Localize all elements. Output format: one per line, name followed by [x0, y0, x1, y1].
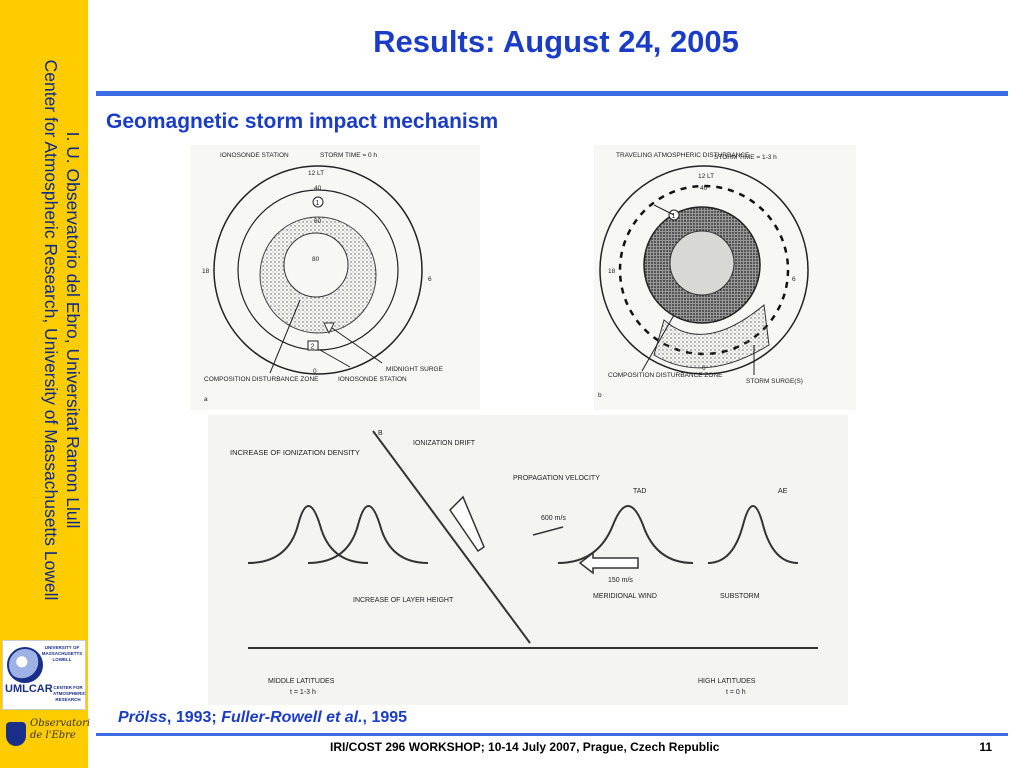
marker-1-label: 1	[672, 213, 676, 220]
increase-ionization-label: INCREASE OF IONIZATION DENSITY	[230, 448, 360, 457]
umlcar-logo-mark: UMLCAR	[5, 683, 53, 695]
storm-surge-zone	[653, 304, 770, 369]
footer-text: IRI/COST 296 WORKSHOP; 10-14 July 2007, …	[330, 740, 720, 754]
lat80-label: 80	[312, 256, 320, 263]
h6-label: 6	[792, 276, 796, 283]
ionosonde-station-2-label: IONOSONDE STATION	[338, 376, 407, 383]
composition-leader	[269, 299, 301, 374]
meridional-wind-label: MERIDIONAL WIND	[593, 593, 657, 600]
slide-subtitle: Geomagnetic storm impact mechanism	[106, 110, 499, 133]
high-time-label: t = 0 h	[726, 689, 746, 696]
drift-arrow	[449, 495, 485, 553]
figure-a: 1 2 IONOSONDE STATION STORM TIME = 0 h 1…	[190, 145, 480, 410]
observatori-logo-text: Observatori de l'Ebre	[30, 718, 91, 741]
panel-b-label: b	[598, 392, 602, 399]
midnight-surge-marker	[323, 322, 335, 335]
lat-40-ring	[599, 165, 809, 375]
ae-label: AE	[778, 488, 788, 495]
propagation-label: PROPAGATION VELOCITY	[513, 475, 600, 482]
substorm-label: SUBSTORM	[720, 593, 760, 600]
speed-150-label: 150 m/s	[608, 577, 633, 584]
umlcar-logo-sub: CENTER FOR ATMOSPHERIC RESEARCH	[53, 685, 86, 702]
figure-c: B IONIZATION DRIFT INCREASE OF IONIZATIO…	[208, 415, 848, 705]
figure-b: 1 TRAVELING ATMOSPHERIC DISTURBANCE STOR…	[594, 145, 856, 410]
speed-600-label: 600 m/s	[541, 515, 566, 522]
sidebar: I. U. Observatorio del Ebro, Universitat…	[0, 0, 90, 768]
ionosonde-station-label: IONOSONDE STATION	[220, 152, 289, 159]
middle-time-label: t = 1-3 h	[290, 689, 316, 696]
ae-curve	[707, 505, 799, 564]
globe-icon	[7, 647, 43, 683]
citation-year-2: , 1995	[362, 709, 408, 726]
h0-label: 0	[313, 368, 317, 375]
ionization-curve-2	[307, 505, 429, 564]
h18-label: 18	[202, 268, 210, 275]
shield-icon	[6, 722, 26, 746]
umlcar-logo-text: UNIVERSITY OF MASSACHUSETTS LOWELL	[41, 645, 83, 662]
midnight-surge-label: MIDNIGHT SURGE	[386, 366, 444, 373]
h0-label: 0	[702, 365, 706, 372]
lt12-label: 12 LT	[698, 173, 714, 180]
storm-time-label: STORM TIME = 0 h	[320, 152, 377, 159]
h6-label: 6	[428, 276, 432, 283]
slide-title: Results: August 24, 2005	[373, 24, 739, 59]
marker-1-label: 1	[316, 200, 320, 207]
b-label: B	[378, 430, 383, 437]
ionization-drift-label: IONIZATION DRIFT	[413, 440, 476, 447]
composition-label: COMPOSITION DISTURBANCE ZONE	[204, 376, 319, 383]
surge-label: STORM SURGE(S)	[746, 378, 803, 385]
tad-leader	[653, 204, 675, 216]
ionosonde-marker-1	[312, 196, 324, 208]
tad-label: TAD	[633, 488, 646, 495]
sidebar-line-2: Center for Atmospheric Research, Univers…	[41, 59, 61, 601]
sidebar-affiliation: I. U. Observatorio del Ebro, Universitat…	[4, 10, 84, 650]
composition-leader	[641, 314, 675, 372]
inner-ring	[669, 230, 735, 296]
ionization-drift-line	[372, 430, 531, 644]
tad-front	[618, 184, 790, 356]
panel-a-label: a	[204, 396, 208, 403]
marker-2-label: 2	[311, 344, 315, 351]
page-number: 11	[979, 740, 992, 754]
ionosonde-leader	[319, 349, 351, 368]
sidebar-line-1: I. U. Observatorio del Ebro, Universitat…	[63, 131, 83, 529]
composition-label: COMPOSITION DISTURBANCE ZONE	[608, 372, 723, 379]
high-latitudes-label: HIGH LATITUDES	[698, 678, 756, 685]
lat-40-ring	[213, 165, 423, 375]
lat40-label: 40	[314, 185, 322, 192]
storm-time-label: STORM TIME = 1-3 h	[714, 154, 777, 161]
lat60-label: 60	[314, 218, 322, 225]
citation: Prölss, 1993; Fuller-Rowell et al., 1995	[118, 709, 407, 727]
footer-divider	[96, 733, 1008, 736]
tad-label: TRAVELING ATMOSPHERIC DISTURBANCE	[616, 152, 750, 159]
midnight-leader	[331, 327, 383, 364]
lat-80-ring	[283, 232, 349, 298]
citation-author-1: Prölss	[118, 709, 167, 726]
ionosonde-marker-2	[307, 340, 319, 351]
lat40-label: 40	[700, 185, 708, 192]
lt12-label: 12 LT	[308, 170, 324, 177]
meridional-wind-arrow	[578, 551, 639, 575]
citation-author-2: Fuller-Rowell et al.	[221, 709, 363, 726]
observatori-logo: Observatori de l'Ebre	[4, 718, 90, 762]
middle-latitudes-label: MIDDLE LATITUDES	[268, 678, 335, 685]
citation-year-1: , 1993;	[166, 709, 222, 726]
h18-label: 18	[608, 268, 616, 275]
title-divider	[96, 91, 1008, 96]
umlcar-logo: UNIVERSITY OF MASSACHUSETTS LOWELL UMLCA…	[2, 640, 86, 710]
increase-layer-label: INCREASE OF LAYER HEIGHT	[353, 597, 454, 604]
propagation-arrow	[532, 526, 564, 536]
